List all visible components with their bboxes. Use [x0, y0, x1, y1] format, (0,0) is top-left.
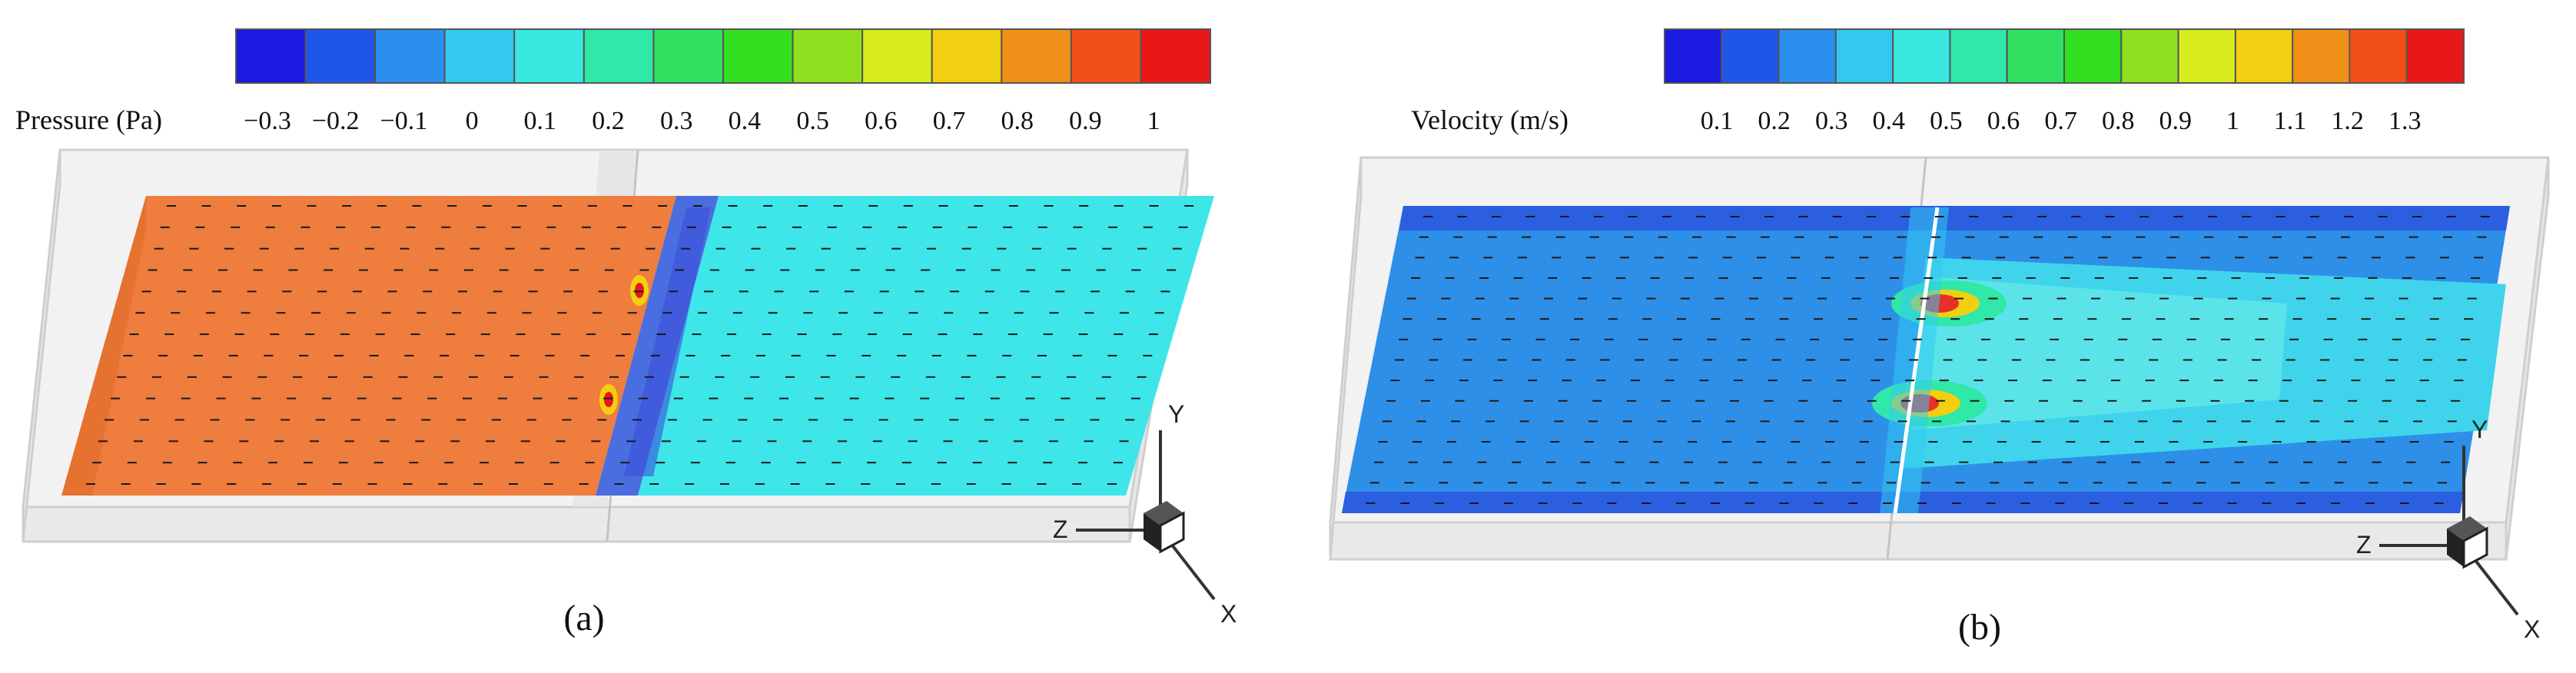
velocity-colorbar-swatch: [2177, 28, 2236, 84]
velocity-colorbar-tick-label: 0.7: [2044, 107, 2077, 135]
velocity-colorbar-tick-label: 0.5: [1930, 107, 1963, 135]
velocity-colorbar-swatch: [2405, 28, 2465, 84]
velocity-colorbar-tick-label: 0.1: [1701, 107, 1734, 135]
pressure-colorbar-swatch: [443, 28, 516, 84]
velocity-colorbar-tick-label: 0.3: [1815, 107, 1848, 135]
pressure-colorbar-swatch: [792, 28, 864, 84]
velocity-colorbar-swatch: [1721, 28, 1780, 84]
axis-y-label: Y: [1168, 400, 1184, 428]
pressure-colorbar-tick-label: 0.2: [592, 107, 625, 135]
pressure-colorbar-swatch: [374, 28, 446, 84]
pressure-colorbar-swatch: [861, 28, 933, 84]
pressure-colorbar-swatch: [513, 28, 585, 84]
velocity-colorbar-swatch: [2349, 28, 2408, 84]
axis-triad-a: Z Y X: [1053, 400, 1237, 628]
pressure-colorbar-swatch: [1140, 28, 1212, 84]
axis-z-label: Z: [2356, 531, 2372, 559]
velocity-field: [1342, 206, 2510, 514]
pressure-colorbar-tick-label: 0.9: [1069, 107, 1102, 135]
velocity-colorbar-swatch: [1664, 28, 1723, 84]
pressure-colorbar-tick-label: 0.6: [865, 107, 898, 135]
pressure-colorbar-swatch: [1001, 28, 1072, 84]
pressure-colorbar-tick-label: 0.3: [660, 107, 693, 135]
pressure-colorbar-tick-label: 0.7: [933, 107, 966, 135]
velocity-colorbar-swatch: [2234, 28, 2294, 84]
pressure-colorbar-swatch: [304, 28, 377, 84]
pressure-colorbar-tick-label: −0.1: [380, 107, 428, 135]
velocity-colorbar-tick-label: 1.1: [2274, 107, 2307, 135]
vector-arrows-b: [1366, 216, 2490, 504]
velocity-colorbar-swatch: [1892, 28, 1951, 84]
upstream-region: [61, 196, 676, 496]
axis-triad-b: Z Y X: [2356, 416, 2540, 643]
velocity-colorbar-tick-label: 1.2: [2331, 107, 2364, 135]
pressure-colorbar-swatch: [722, 28, 794, 84]
panel-a-caption: (a): [563, 598, 604, 638]
pressure-colorbar-swatch: [235, 28, 307, 84]
velocity-colorbar-tick-label: 1.3: [2388, 107, 2422, 135]
velocity-colorbar-swatch: [2120, 28, 2179, 84]
velocity-colorbar-swatch: [2292, 28, 2351, 84]
panel-b-svg: Velocity (m/s) 0.1 0.2 0.3 0.4 0.5 0.6 0.7 0.8 0…: [1329, 28, 2550, 648]
velocity-colorbar-title: Velocity (m/s): [1411, 104, 1569, 135]
velocity-edge-top: [1399, 206, 2510, 230]
panel-b-velocity: Velocity (m/s) 0.1 0.2 0.3 0.4 0.5 0.6 0.7 0.8 0…: [1288, 0, 2576, 673]
velocity-colorbar: [1664, 28, 2465, 84]
pressure-colorbar-ticks: −0.3 −0.2 −0.1 0 0.1 0.2 0.3 0.4 0.5 0.6 0.7 0.8 0.9…: [244, 107, 1160, 135]
velocity-colorbar-swatch: [2006, 28, 2066, 84]
axis-x-label: X: [1220, 600, 1237, 628]
pressure-colorbar-tick-label: 0.8: [1001, 107, 1034, 135]
pressure-colorbar-tick-label: −0.2: [312, 107, 360, 135]
axis-z-label: Z: [1053, 516, 1068, 543]
velocity-colorbar-tick-label: 1: [2226, 107, 2239, 135]
velocity-colorbar-tick-label: 0.8: [2102, 107, 2135, 135]
axis-y-label: Y: [2471, 416, 2488, 443]
pressure-colorbar-title: Pressure (Pa): [15, 104, 162, 135]
velocity-colorbar-tick-label: 0.2: [1758, 107, 1791, 135]
pressure-colorbar-tick-label: 0.5: [796, 107, 829, 135]
panel-b-caption: (b): [1958, 607, 2001, 648]
pressure-colorbar-tick-label: 1: [1147, 107, 1160, 135]
panel-a-pressure: Pressure (Pa) −0.3 −0.2 −0.1 0 0.1 0.2 0.3 0.4 0…: [15, 28, 1237, 638]
velocity-colorbar-swatch: [1778, 28, 1837, 84]
pressure-colorbar-swatch: [931, 28, 1003, 84]
pressure-colorbar-tick-label: −0.3: [244, 107, 291, 135]
axis-x-label: X: [2524, 615, 2540, 643]
pressure-colorbar-tick-label: 0.1: [524, 107, 557, 135]
pressure-colorbar-swatch: [583, 28, 655, 84]
pressure-colorbar-tick-label: 0.4: [729, 107, 762, 135]
pressure-colorbar: [235, 28, 1212, 84]
velocity-colorbar-tick-label: 0.6: [1987, 107, 2020, 135]
velocity-colorbar-swatch: [1834, 28, 1894, 84]
velocity-colorbar-swatch: [1949, 28, 2008, 84]
velocity-colorbar-tick-label: 0.4: [1873, 107, 1906, 135]
vector-arrows-a: [85, 205, 1194, 485]
velocity-colorbar-tick-label: 0.9: [2159, 107, 2193, 135]
velocity-colorbar-swatch: [2063, 28, 2123, 84]
pressure-colorbar-tick-label: 0: [466, 107, 479, 135]
pressure-field: [61, 196, 1214, 496]
pressure-colorbar-swatch: [1070, 28, 1142, 84]
velocity-colorbar-ticks: 0.1 0.2 0.3 0.4 0.5 0.6 0.7 0.8 0.9 1 1.1 1.2 1.3: [1701, 107, 2422, 135]
downstream-region: [638, 196, 1214, 496]
pressure-colorbar-swatch: [652, 28, 725, 84]
panel-a-svg: Pressure (Pa) −0.3 −0.2 −0.1 0 0.1 0.2 0.3 0.4 0…: [15, 28, 1237, 638]
